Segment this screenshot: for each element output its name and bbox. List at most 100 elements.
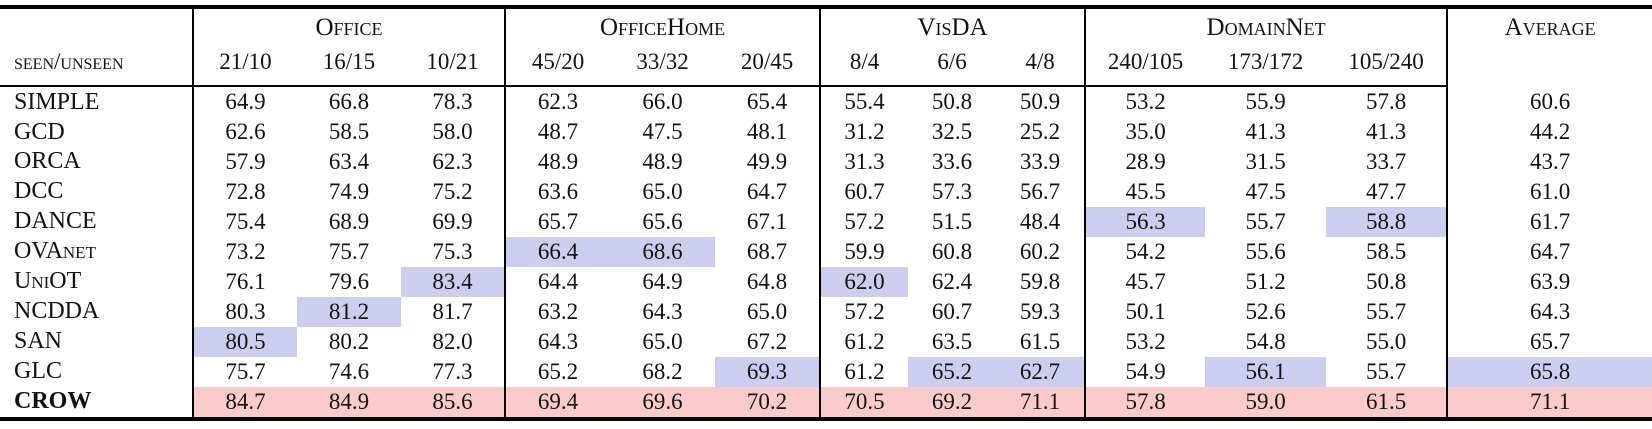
- result-cell: 54.2: [1084, 236, 1206, 267]
- result-cell: 58.0: [432, 119, 473, 144]
- result-cell: 62.0: [819, 266, 909, 297]
- result-cell: 59.9: [819, 236, 909, 267]
- result-cell: 25.2: [1019, 119, 1061, 144]
- result-cell: 51.2: [1245, 268, 1286, 294]
- col-header: 45/20: [504, 45, 611, 87]
- average-cell: 71.1: [1446, 386, 1652, 419]
- result-cell: 59.8: [1019, 268, 1061, 294]
- result-cell: 71.1: [996, 386, 1086, 419]
- result-cell: 65.4: [746, 89, 788, 114]
- result-cell: 58.5: [1365, 238, 1407, 264]
- average-cell: 64.3: [1446, 296, 1652, 327]
- result-cell: 55.9: [1245, 89, 1286, 114]
- method-label: UniOT: [14, 268, 82, 295]
- result-cell: 41.3: [1245, 119, 1286, 144]
- result-cell: 78.3: [432, 89, 473, 114]
- result-cell: 49.9: [746, 148, 788, 174]
- result-cell: 61.5: [1019, 328, 1061, 354]
- result-cell: 69.6: [610, 386, 716, 419]
- table-body: SIMPLE 64.9 66.8 78.3 62.3 66.0 65.4 55.4 50.8 50…: [0, 86, 1652, 419]
- col-header: 16/15: [297, 45, 401, 87]
- result-cell: 81.7: [432, 298, 473, 324]
- result-cell: 55.7: [1365, 298, 1407, 324]
- result-cell: 65.6: [642, 208, 683, 234]
- result-cell: 76.1: [192, 266, 297, 297]
- result-cell: 63.5: [931, 328, 973, 354]
- average-cell: 65.8: [1446, 356, 1652, 387]
- result-cell: 47.5: [1245, 178, 1286, 204]
- result-cell: 68.6: [610, 236, 716, 267]
- result-cell: 48.7: [504, 117, 611, 147]
- average-cell: 64.7: [1446, 236, 1652, 267]
- result-cell: 75.3: [432, 238, 473, 264]
- result-cell: 57.9: [192, 147, 297, 177]
- result-cell: 55.7: [1365, 358, 1407, 384]
- result-cell: 62.3: [504, 86, 611, 118]
- result-cell: 31.5: [1245, 148, 1286, 174]
- group-header-row: Office OfficeHome VisDA DomainNet Averag…: [0, 7, 1652, 86]
- method-label: CROW: [14, 388, 92, 415]
- result-cell: 68.9: [328, 208, 370, 234]
- result-cell: 48.1: [746, 119, 788, 144]
- result-cell: 70.5: [819, 386, 909, 419]
- result-cell: 77.3: [432, 358, 473, 384]
- average-cell: 65.7: [1446, 326, 1652, 357]
- result-cell: 66.8: [328, 89, 370, 114]
- result-cell: 66.4: [504, 236, 611, 267]
- col-header: 173/172: [1205, 45, 1327, 87]
- result-cell: 31.3: [819, 147, 909, 177]
- result-cell: 67.1: [746, 208, 788, 234]
- col-header: 4/8: [996, 45, 1086, 87]
- result-cell: 62.6: [192, 117, 297, 147]
- result-cell: 84.9: [297, 386, 401, 419]
- result-cell: 59.3: [1019, 298, 1061, 324]
- result-cell: 60.2: [1019, 238, 1061, 264]
- sub-header-row: seen/unseen 21/10 16/15 10/21 45/20 33/3…: [0, 45, 1652, 87]
- result-cell: 80.2: [328, 328, 370, 354]
- result-cell: 45.7: [1084, 266, 1206, 297]
- result-cell: 75.4: [192, 206, 297, 237]
- table-row: CROW 84.7 84.9 85.6 69.4 69.6 70.2 70.5 69.2 71.1…: [0, 386, 1652, 419]
- result-cell: 83.4: [401, 266, 506, 297]
- method-label: SAN: [14, 328, 63, 355]
- result-cell: 52.6: [1245, 298, 1286, 324]
- result-cell: 50.9: [1019, 89, 1061, 114]
- average-cell: 43.7: [1446, 147, 1652, 177]
- group-header-domainnet: DomainNet: [1084, 7, 1448, 45]
- result-cell: 79.6: [328, 268, 370, 294]
- group-header-office: Office: [191, 7, 506, 45]
- result-cell: 67.2: [746, 328, 788, 354]
- result-cell: 81.2: [297, 296, 401, 327]
- result-cell: 65.2: [908, 356, 997, 387]
- method-label: OVAnet: [14, 238, 96, 265]
- result-cell: 56.3: [1084, 206, 1206, 237]
- result-cell: 61.2: [819, 356, 909, 387]
- result-cell: 33.6: [931, 148, 973, 174]
- result-cell: 64.3: [504, 326, 611, 357]
- result-cell: 62.3: [432, 148, 473, 174]
- result-cell: 47.5: [642, 119, 683, 144]
- result-cell: 75.2: [432, 178, 473, 204]
- method-label: DANCE: [14, 208, 97, 235]
- result-cell: 50.8: [1365, 268, 1407, 294]
- result-cell: 59.0: [1205, 386, 1327, 419]
- result-cell: 75.7: [192, 356, 297, 387]
- result-cell: 75.7: [328, 238, 370, 264]
- result-cell: 70.2: [715, 386, 821, 419]
- result-cell: 33.7: [1365, 148, 1407, 174]
- col-header: 21/10: [192, 45, 297, 87]
- result-cell: 65.2: [504, 356, 611, 387]
- result-cell: 65.0: [746, 298, 788, 324]
- table-row: DANCE 75.4 68.9 69.9 65.7 65.6 67.1 57.2 51.5 48.…: [0, 206, 1652, 237]
- result-cell: 41.3: [1365, 119, 1407, 144]
- result-cell: 54.8: [1245, 328, 1286, 354]
- result-cell: 65.0: [642, 178, 683, 204]
- result-cell: 57.3: [931, 178, 973, 204]
- result-cell: 57.8: [1365, 89, 1407, 114]
- result-cell: 28.9: [1084, 147, 1206, 177]
- result-cell: 48.9: [504, 147, 611, 177]
- result-cell: 48.4: [1019, 208, 1061, 234]
- result-cell: 60.7: [931, 298, 973, 324]
- result-cell: 85.6: [401, 386, 506, 419]
